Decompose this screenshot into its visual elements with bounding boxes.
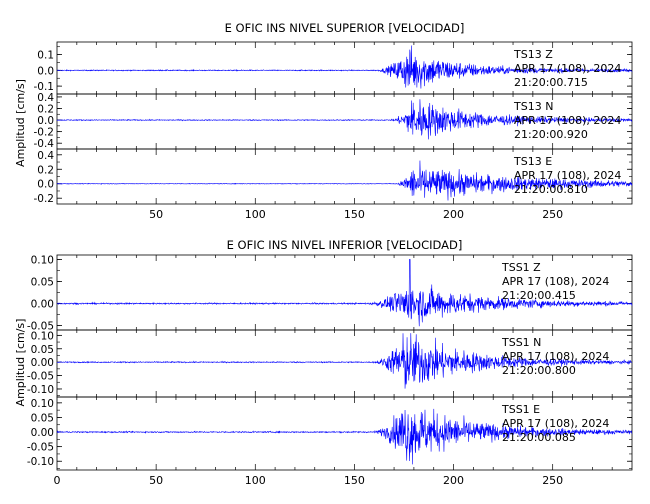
date-label: APR 17 (108), 2024 bbox=[514, 114, 621, 127]
x-tick-label: 150 bbox=[344, 208, 365, 221]
y-tick-label: 0.0 bbox=[37, 65, 54, 77]
time-label: 21:20:00.800 bbox=[502, 364, 576, 377]
date-label: APR 17 (108), 2024 bbox=[502, 350, 609, 363]
y-tick-label: 0.0 bbox=[37, 115, 54, 127]
x-tick-label: 250 bbox=[542, 208, 563, 221]
y-tick-label: 0.00 bbox=[31, 357, 54, 369]
x-tick-label: 50 bbox=[149, 208, 163, 221]
waveform-line bbox=[56, 45, 633, 89]
date-label: APR 17 (108), 2024 bbox=[502, 275, 609, 288]
y-tick-label: 0.2 bbox=[37, 103, 54, 115]
y-tick-label: 0.10 bbox=[31, 254, 54, 266]
y-axis-label: Amplitud [cm/s] bbox=[14, 79, 27, 167]
y-tick-label: -0.10 bbox=[27, 384, 54, 396]
y-tick-label: -0.4 bbox=[34, 138, 55, 150]
x-tick-label: 100 bbox=[245, 208, 266, 221]
y-tick-label: 0.1 bbox=[37, 50, 54, 62]
y-tick-label: -0.10 bbox=[27, 456, 54, 468]
y-tick-label: -0.2 bbox=[34, 127, 55, 139]
time-label: 21:20:00.810 bbox=[514, 183, 588, 196]
waveform-line bbox=[56, 160, 633, 201]
y-tick-label: 0.10 bbox=[31, 330, 54, 342]
time-label: 21:20:00.415 bbox=[502, 289, 576, 302]
station-label: TSS1 E bbox=[501, 403, 540, 416]
y-tick-label: -0.2 bbox=[34, 193, 55, 205]
y-tick-label: -0.05 bbox=[27, 442, 54, 454]
x-tick-label: 200 bbox=[443, 474, 464, 487]
y-tick-label: -0.05 bbox=[27, 371, 54, 383]
station-label: TSS1 N bbox=[501, 336, 541, 349]
station-label: TS13 Z bbox=[513, 48, 553, 61]
date-label: APR 17 (108), 2024 bbox=[514, 169, 621, 182]
x-tick-label: 50 bbox=[149, 474, 163, 487]
time-label: 21:20:00.920 bbox=[514, 128, 588, 141]
y-tick-label: -0.05 bbox=[27, 321, 54, 333]
date-label: APR 17 (108), 2024 bbox=[502, 417, 609, 430]
station-label: TSS1 Z bbox=[501, 261, 541, 274]
y-tick-label: 0.05 bbox=[31, 412, 54, 424]
chart-1: E OFIC INS NIVEL SUPERIOR [VELOCIDAD] Amp… bbox=[14, 21, 633, 221]
station-label: TS13 N bbox=[513, 100, 553, 113]
x-tick-label: 200 bbox=[443, 208, 464, 221]
chart-title: E OFIC INS NIVEL SUPERIOR [VELOCIDAD] bbox=[225, 21, 465, 35]
y-tick-label: 0.10 bbox=[31, 398, 54, 410]
y-tick-label: 0.0 bbox=[37, 179, 54, 191]
x-tick-label: 250 bbox=[542, 474, 563, 487]
y-tick-label: 0.00 bbox=[31, 299, 54, 311]
chart-2: E OFIC INS NIVEL INFERIOR [VELOCIDAD] Amp… bbox=[14, 238, 633, 487]
waveform-line bbox=[56, 259, 633, 327]
x-tick-label: 0 bbox=[54, 474, 61, 487]
date-label: APR 17 (108), 2024 bbox=[514, 62, 621, 75]
station-label: TS13 E bbox=[513, 155, 552, 168]
y-tick-label: 0.00 bbox=[31, 427, 54, 439]
y-tick-label: -0.1 bbox=[34, 81, 55, 93]
y-tick-label: 0.2 bbox=[37, 164, 54, 176]
waveform-line bbox=[56, 408, 633, 465]
time-label: 21:20:00.085 bbox=[502, 431, 576, 444]
x-tick-label: 100 bbox=[245, 474, 266, 487]
chart-title: E OFIC INS NIVEL INFERIOR [VELOCIDAD] bbox=[227, 238, 463, 252]
y-tick-label: 0.4 bbox=[37, 150, 54, 162]
y-tick-label: 0.4 bbox=[37, 92, 54, 104]
x-tick-label: 150 bbox=[344, 474, 365, 487]
waveform-line bbox=[56, 99, 633, 140]
time-label: 21:20:00.715 bbox=[514, 76, 588, 89]
waveform-line bbox=[56, 333, 633, 389]
y-tick-label: 0.05 bbox=[31, 344, 54, 356]
y-tick-label: 0.05 bbox=[31, 276, 54, 288]
y-axis-label: Amplitud [cm/s] bbox=[14, 319, 27, 407]
